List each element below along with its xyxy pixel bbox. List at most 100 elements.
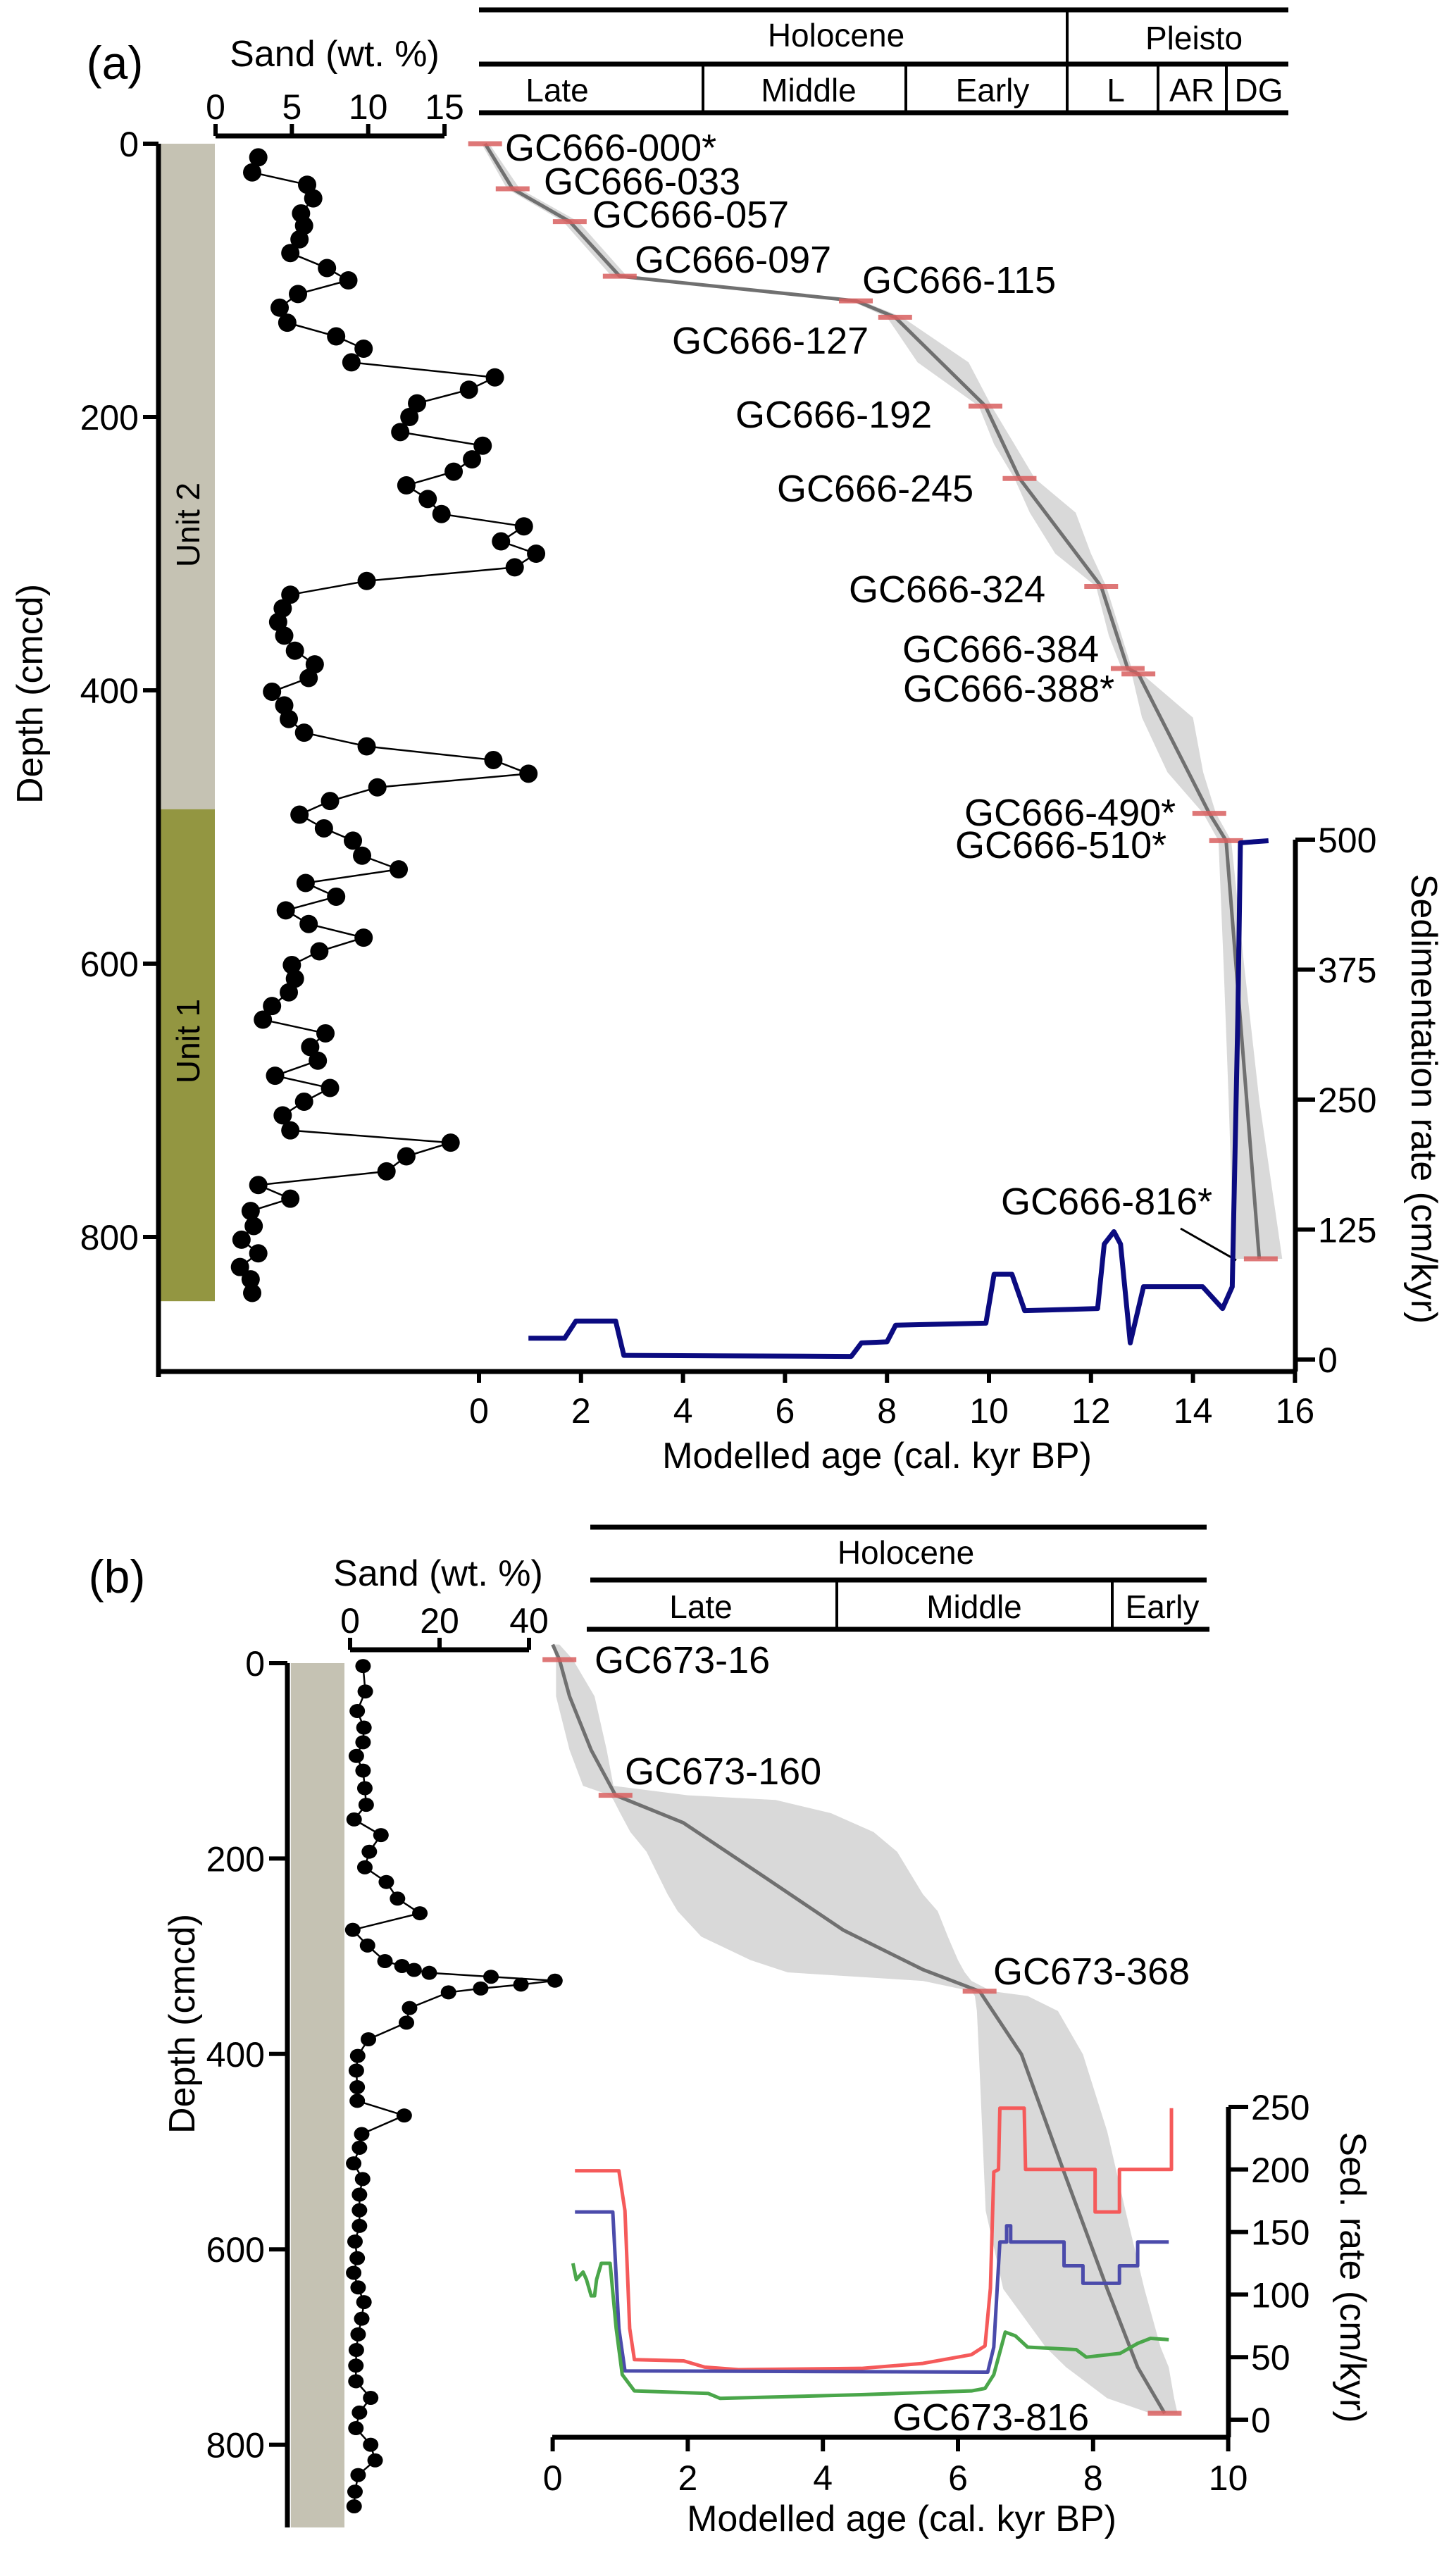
agemodel-a-date-label: GC666-384 xyxy=(902,628,1099,671)
sand-b-point xyxy=(378,1874,394,1889)
sand-b-point xyxy=(359,1938,375,1953)
gc666-816-leader-line xyxy=(1180,1227,1237,1262)
sand-a-point xyxy=(321,792,340,811)
sand-a-point xyxy=(254,1010,273,1029)
sand-a-point xyxy=(314,819,333,838)
sand-axis-a-tick-label: 15 xyxy=(425,87,464,127)
sedrate-axis-a-tick-label: 375 xyxy=(1318,951,1376,990)
unit-label-2: Unit 2 xyxy=(170,483,206,567)
sand-b-point xyxy=(377,1954,393,1969)
sand-a-point xyxy=(278,313,297,332)
agemodel-a-date-label: GC666-510* xyxy=(955,824,1166,866)
depth-axis-b-tick-label: 600 xyxy=(206,2230,265,2270)
sedrate-axis-a-tick-label: 125 xyxy=(1318,1211,1376,1250)
sand-b-line xyxy=(351,1666,555,2507)
stage-l-a: L xyxy=(1107,72,1125,108)
sand-b-point xyxy=(351,2203,368,2218)
sand-b-point xyxy=(348,2063,364,2078)
sand-b-point xyxy=(349,1703,366,1718)
sand-b-point xyxy=(358,1798,374,1812)
sand-a-point xyxy=(441,1133,460,1152)
sand-b-point xyxy=(356,1720,372,1735)
sedrate-b-series-2 xyxy=(571,2261,1169,2401)
depth-axis-b-tick-label: 200 xyxy=(206,1839,265,1879)
sand-a-point xyxy=(327,887,346,906)
panel-label-b: (b) xyxy=(89,1550,146,1603)
sand-a-point xyxy=(357,737,376,756)
stage-dg-a: DG xyxy=(1235,72,1283,108)
sand-b-point xyxy=(412,1906,428,1921)
sand-a-point xyxy=(276,901,295,920)
sand-b-point xyxy=(348,2374,364,2389)
sand-b-point xyxy=(356,2295,372,2310)
sand-a-point xyxy=(280,983,299,1002)
depth-axis-a-tick-label: 800 xyxy=(80,1218,139,1257)
sand-b-point xyxy=(351,2405,368,2420)
sand-b-point xyxy=(348,2358,364,2373)
sand-a-point xyxy=(519,764,538,783)
epoch-holocene-b: Holocene xyxy=(838,1534,974,1571)
sand-a-point xyxy=(294,1092,313,1111)
depth-axis-b-tick-label: 800 xyxy=(206,2426,265,2465)
stage-late-b: Late xyxy=(669,1588,733,1625)
sand-a-point xyxy=(316,1024,335,1043)
sand-b-point xyxy=(351,2187,368,2202)
sand-a-point xyxy=(377,1162,396,1181)
agemodel-b-envelope xyxy=(552,1644,1178,2413)
sand-a-point xyxy=(241,1270,260,1289)
chronozone-header-a xyxy=(479,7,1288,116)
sand-a-point xyxy=(304,189,323,208)
sand-a-point xyxy=(397,476,416,495)
sand-a-point xyxy=(285,641,304,660)
sedrate-axis-b-tick-label: 0 xyxy=(1251,2401,1271,2440)
age-axis-title-b: Modelled age (cal. kyr BP) xyxy=(687,2499,1116,2539)
sand-a-point xyxy=(244,1217,263,1236)
sedrate-axis-b-tick-label: 50 xyxy=(1251,2338,1290,2377)
sand-b-point xyxy=(483,1970,499,1984)
agemodel-b-date-label: GC673-816 xyxy=(892,2396,1089,2439)
sand-a-point xyxy=(505,558,524,577)
age-axis-b-tick-label: 6 xyxy=(948,2458,968,2498)
sand-a-point xyxy=(432,504,451,523)
sand-b-point xyxy=(361,1844,378,1859)
sand-b-point xyxy=(344,1922,361,1937)
sand-a-point xyxy=(268,613,287,631)
agemodel-a-date-label: GC666-033 xyxy=(544,161,740,203)
sedrate-b-series-0 xyxy=(575,2106,1174,2372)
stage-early-a: Early xyxy=(956,72,1030,108)
epoch-holocene-a: Holocene xyxy=(768,17,904,54)
sand-b-point xyxy=(390,1891,406,1906)
sand-b-point xyxy=(355,1659,371,1674)
sand-a-point xyxy=(339,271,358,290)
panel-label-a: (a) xyxy=(87,37,144,89)
sand-a-point xyxy=(397,1147,416,1166)
sedrate-a-series-0 xyxy=(528,838,1269,1360)
age-axis-b-tick-label: 10 xyxy=(1209,2458,1248,2498)
sedrate-axis-a-tick-label: 250 xyxy=(1318,1081,1376,1120)
unit-label-1: Unit 1 xyxy=(170,999,206,1083)
age-axis-a-tick-label: 14 xyxy=(1174,1391,1213,1431)
sand-b-point xyxy=(354,2172,371,2187)
core-column-b xyxy=(291,1663,344,2527)
sand-b-point xyxy=(367,2453,383,2468)
unit-column-0 xyxy=(161,144,215,809)
sand-a-point xyxy=(290,230,309,249)
sand-a-point xyxy=(241,1202,260,1221)
sand-a-point xyxy=(273,1106,292,1125)
sand-b-point xyxy=(346,1812,362,1827)
sand-b-point xyxy=(354,2311,370,2326)
agemodel-a-date-label: GC666-324 xyxy=(849,568,1045,611)
sand-b-point xyxy=(351,2140,368,2155)
agemodel-b-date-label: GC673-160 xyxy=(625,1750,821,1793)
sedrate-axis-b-tick-label: 250 xyxy=(1251,2088,1309,2127)
sand-a-point xyxy=(310,942,329,961)
sand-b-point xyxy=(440,1985,456,2000)
depth-axis-b-tick-label: 400 xyxy=(206,2035,265,2075)
sand-a-point xyxy=(289,285,308,304)
sand-a-point xyxy=(459,380,478,399)
sand-a-point xyxy=(368,778,387,797)
unit-column-1 xyxy=(161,809,215,1302)
age-axis-b-tick-label: 8 xyxy=(1083,2458,1103,2498)
sand-b-point xyxy=(351,2218,368,2233)
agemodel-a-date-label: GC666-000* xyxy=(505,127,716,169)
